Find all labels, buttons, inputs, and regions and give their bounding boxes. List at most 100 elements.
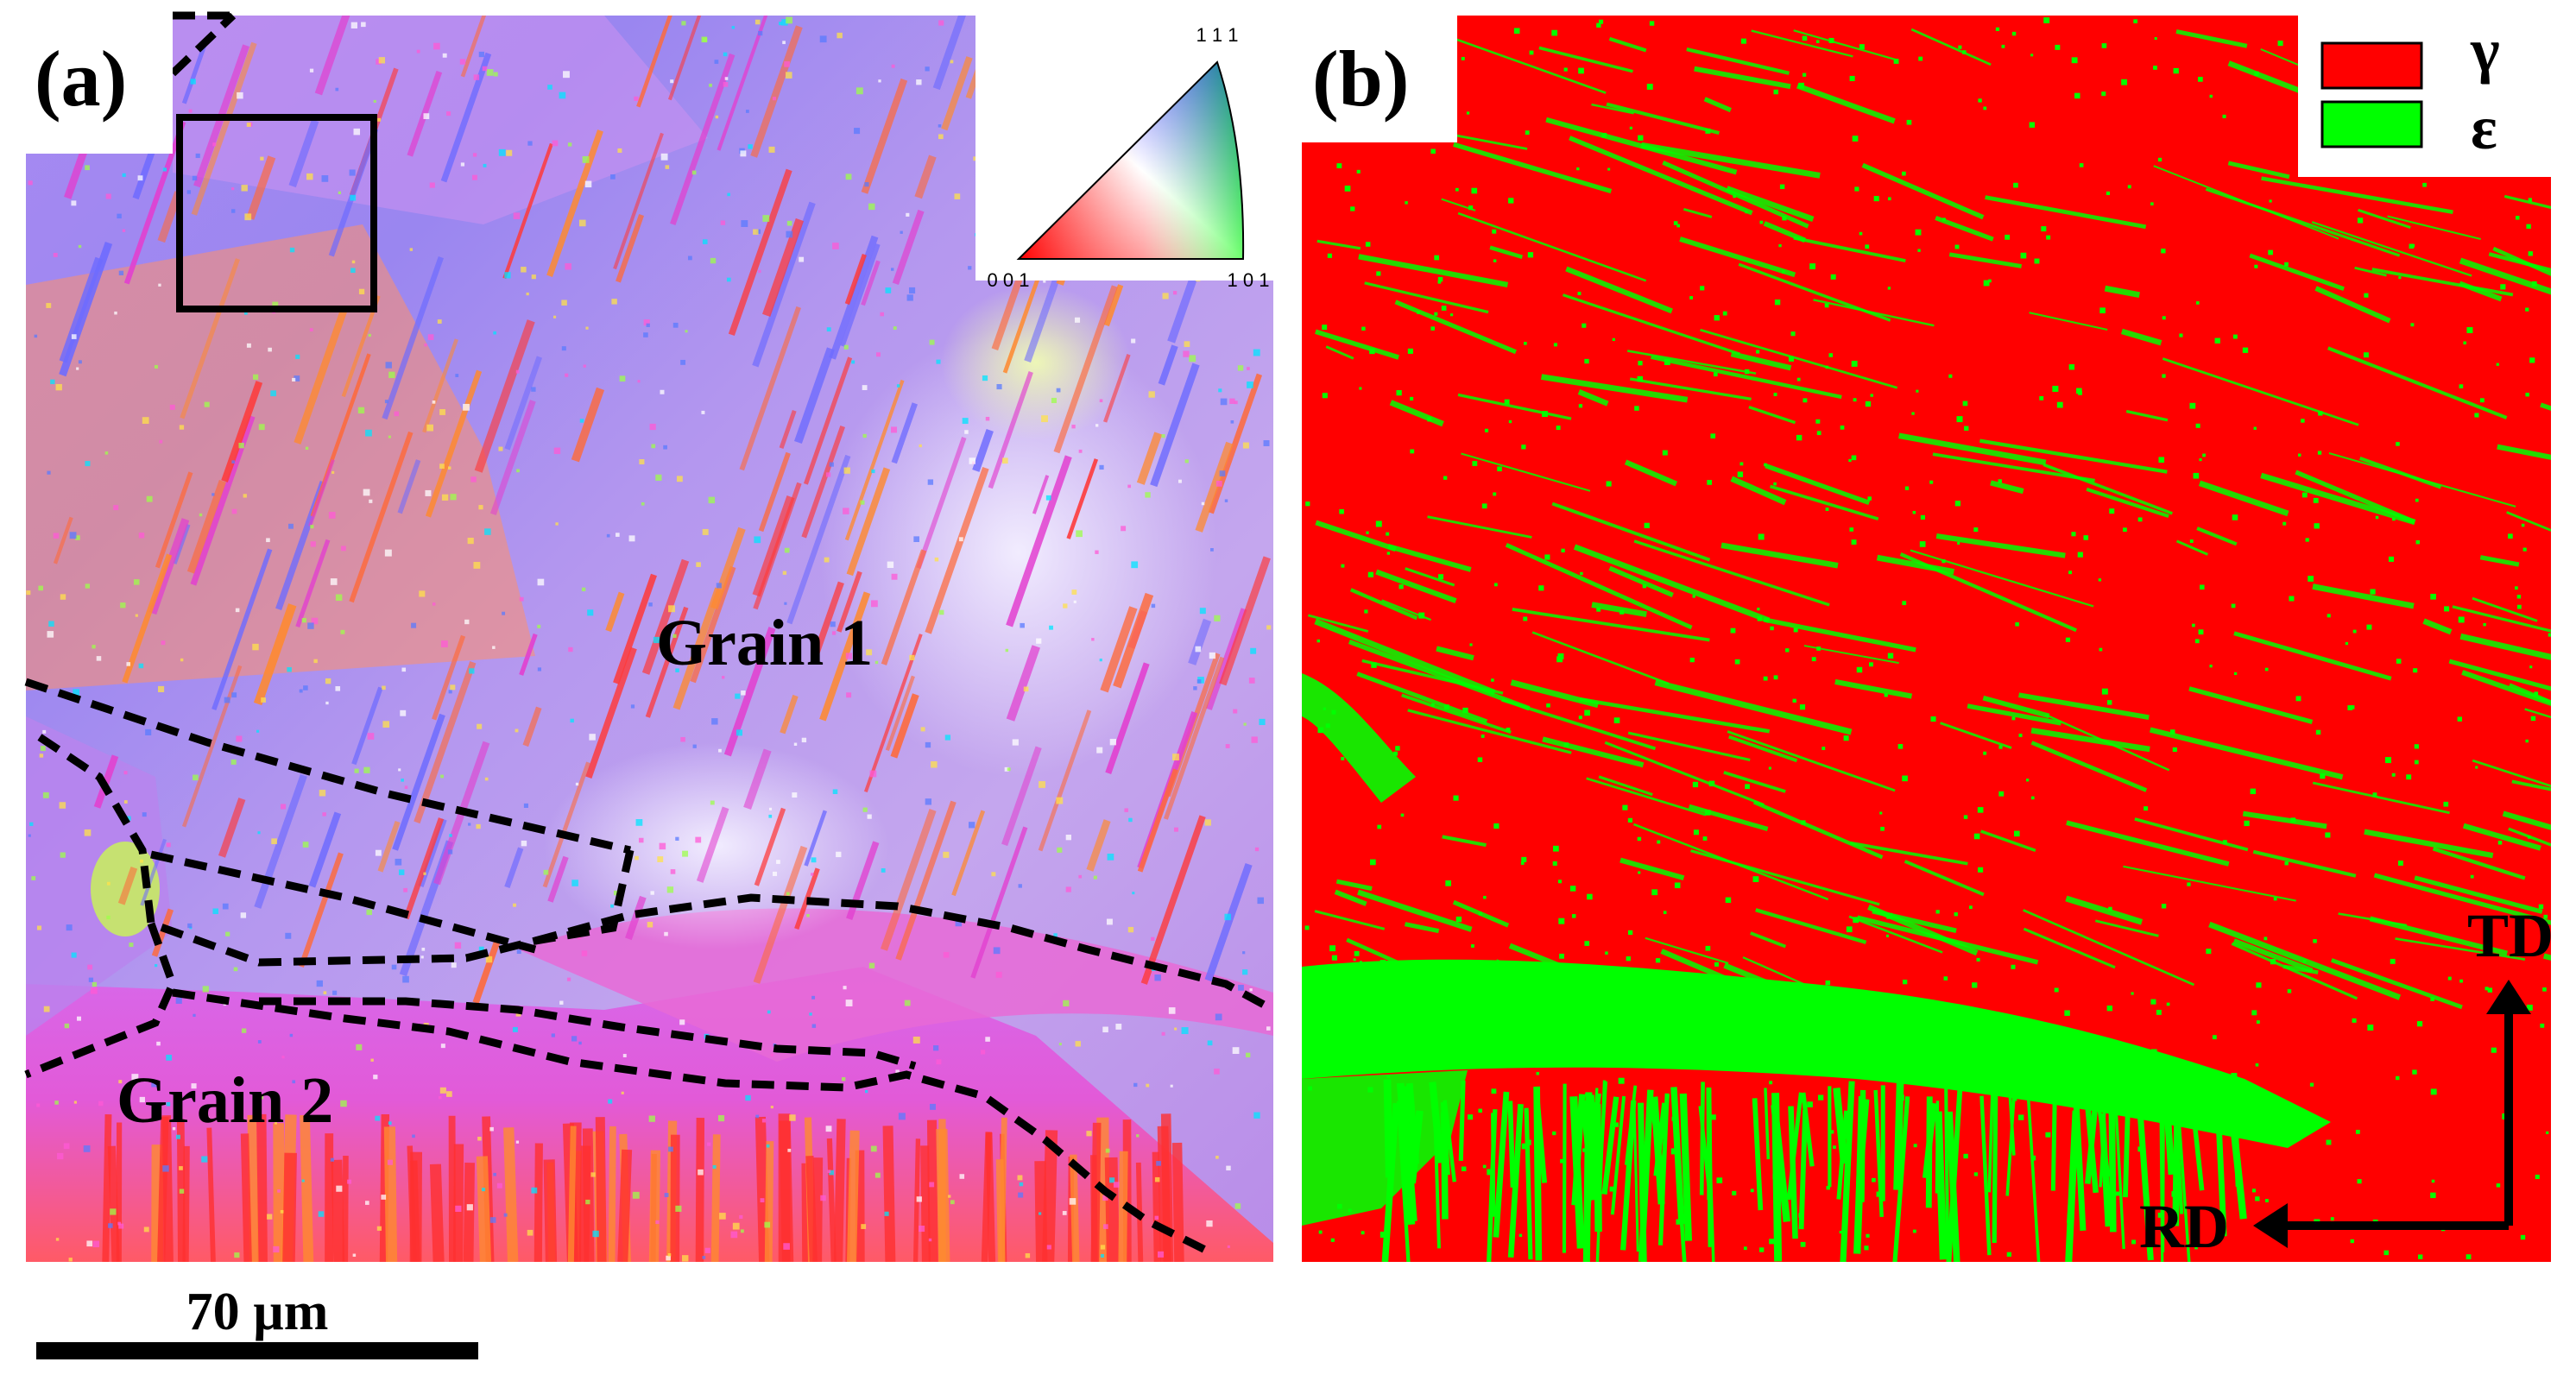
- slip-band: [122, 553, 173, 684]
- epsilon-streak: [2123, 1109, 2131, 1198]
- speckle-dot: [421, 947, 426, 951]
- speckle-dot: [825, 1126, 832, 1132]
- epsilon-speckle-dot: [2515, 586, 2518, 590]
- epsilon-speckle-dot: [2039, 395, 2044, 400]
- epsilon-speckle-dot: [1756, 350, 1760, 354]
- epsilon-speckle-dot: [1430, 148, 1436, 154]
- slip-band: [1163, 656, 1225, 820]
- speckle-dot: [496, 1182, 502, 1189]
- speckle-dot: [783, 1243, 790, 1250]
- epsilon-streak: [1935, 1100, 1940, 1194]
- epsilon-speckle-dot: [2254, 71, 2259, 77]
- epsilon-speckle-dot: [2202, 453, 2206, 457]
- epsilon-speckle-dot: [1521, 856, 1527, 862]
- epsilon-speckle-dot: [2364, 293, 2369, 298]
- speckle-dot: [1220, 398, 1228, 406]
- speckle-dot: [1071, 590, 1077, 595]
- epsilon-band: [1508, 943, 1677, 1015]
- epsilon-speckle-dot: [2175, 1078, 2181, 1084]
- epsilon-streak: [1432, 1092, 1441, 1249]
- epsilon-speckle-dot: [2127, 185, 2131, 189]
- epsilon-speckle-dot: [1917, 249, 1921, 252]
- epsilon-speckle-dot: [1372, 1032, 1375, 1036]
- speckle-dot: [710, 257, 717, 264]
- speckle-dot: [332, 990, 338, 995]
- slip-band: [1158, 344, 1178, 386]
- speckle-dot: [350, 268, 356, 274]
- epsilon-speckle-dot: [1627, 930, 1633, 936]
- lower-grain-streak: [779, 1120, 794, 1262]
- epsilon-streak: [1752, 1098, 1764, 1211]
- speckle-dot: [1204, 819, 1211, 826]
- speckle-dot: [628, 535, 635, 542]
- speckle-dot: [503, 1213, 508, 1217]
- speckle-dot: [98, 1100, 104, 1107]
- speckle-dot: [1093, 875, 1097, 880]
- epsilon-streak: [2005, 1089, 2017, 1196]
- epsilon-speckle-dot: [2528, 251, 2533, 256]
- speckle-dot: [138, 663, 144, 669]
- speckle-dot: [57, 1152, 64, 1160]
- speckle-dot: [702, 528, 709, 535]
- speckle-dot: [493, 72, 498, 77]
- speckle-dot: [660, 389, 665, 394]
- slip-band: [803, 356, 853, 485]
- epsilon-speckle-dot: [1493, 823, 1500, 829]
- speckle-dot: [140, 859, 143, 863]
- epsilon-speckle-dot: [2500, 284, 2506, 290]
- speckle-dot: [137, 175, 143, 181]
- lower-grain-streak: [534, 1143, 543, 1262]
- epsilon-band: [1688, 804, 1769, 831]
- epsilon-speckle-dot: [1732, 1190, 1737, 1195]
- speckle-dot: [440, 1044, 445, 1049]
- epsilon-speckle-dot: [2055, 44, 2061, 50]
- speckle-dot: [874, 660, 879, 665]
- epsilon-speckle-dot: [1407, 348, 1413, 354]
- speckle-dot: [819, 35, 827, 43]
- epsilon-speckle-dot: [1563, 67, 1568, 72]
- epsilon-speckle-dot: [1911, 412, 1915, 415]
- epsilon-speckle-dot: [2198, 629, 2204, 635]
- speckle-dot: [28, 834, 31, 837]
- speckle-dot: [113, 505, 119, 511]
- epsilon-streak: [1706, 1087, 1713, 1201]
- lower-grain-streak: [342, 1156, 349, 1262]
- epsilon-speckle-dot: [2277, 41, 2283, 47]
- epsilon-speckle-dot: [2370, 589, 2376, 595]
- speckle-dot: [641, 501, 645, 506]
- epsilon-band: [2198, 480, 2289, 517]
- speckle-dot: [1124, 808, 1128, 812]
- epsilon-speckle-dot: [1734, 659, 1740, 665]
- epsilon-speckle-dot: [1852, 136, 1859, 142]
- lower-grain-streak: [331, 1159, 345, 1262]
- epsilon-speckle-dot: [2385, 757, 2391, 764]
- epsilon-band: [2497, 444, 2551, 469]
- epsilon-speckle-dot: [2244, 820, 2250, 827]
- epsilon-speckle-dot: [1508, 419, 1512, 424]
- epsilon-speckle-dot: [2172, 747, 2177, 753]
- slip-band: [1205, 608, 1247, 710]
- epsilon-streak: [1562, 1083, 1567, 1253]
- epsilon-speckle-dot: [1710, 433, 1716, 438]
- speckle-dot: [370, 1058, 374, 1062]
- epsilon-speckle-dot: [1700, 286, 1705, 291]
- speckle-dot: [1218, 388, 1222, 393]
- epsilon-speckle-dot: [1445, 880, 1452, 886]
- epsilon-speckle-dot: [2041, 226, 2047, 232]
- speckle-dot: [543, 869, 549, 875]
- lower-grain-streak: [240, 1133, 252, 1262]
- speckle-dot: [1065, 886, 1071, 892]
- speckle-dot: [280, 1209, 284, 1214]
- speckle-dot: [412, 1134, 415, 1138]
- speckle-dot: [571, 1036, 578, 1042]
- epsilon-speckle-dot: [1824, 303, 1829, 308]
- epsilon-speckle-dot: [2011, 1054, 2015, 1057]
- speckle-dot: [827, 1170, 831, 1174]
- epsilon-speckle-dot: [1510, 1162, 1517, 1169]
- epsilon-band: [1551, 501, 1711, 562]
- speckle-dot: [350, 22, 358, 28]
- epsilon-speckle-dot: [1904, 486, 1910, 490]
- slip-band: [846, 467, 891, 577]
- speckle-dot: [1078, 874, 1083, 879]
- epsilon-speckle-dot: [1854, 186, 1859, 192]
